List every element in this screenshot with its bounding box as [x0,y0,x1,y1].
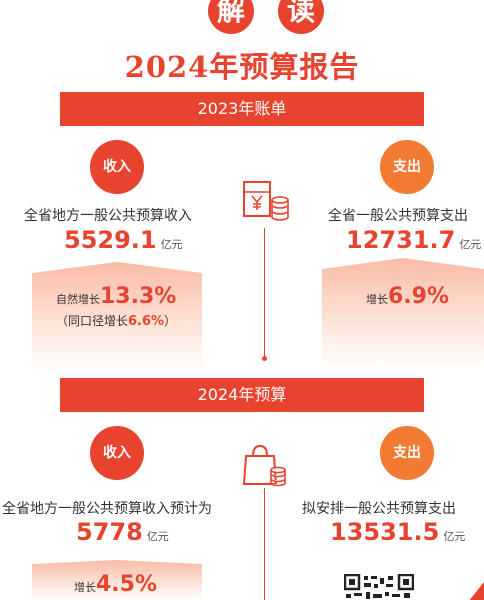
corner-decoration [460,562,484,600]
income-badge-2024: 收入 [90,426,144,480]
title-char-du: 读 [278,0,324,34]
section-bar-2024: 2024年预算 [60,378,424,412]
income-growth-panel-2023 [32,262,202,372]
income-label-2024: 全省地方一般公共预算收入预计为 [2,501,212,517]
expense-badge-2023: 支出 [380,140,434,194]
bill-coins-icon [243,181,289,221]
income-growth-value-2023: 13.3% [100,284,177,309]
expense-unit-2023: 亿元 [459,238,482,251]
income-growth-prefix-2023: 自然增长 [56,293,100,306]
income-note-prefix-2023: （同口径增长 [56,314,129,328]
expense-number-2024: 13531.5 [330,518,440,546]
income-value-2024: 5778 亿元 [76,518,169,546]
expense-value-2023: 12731.7 亿元 [346,226,481,254]
expense-label-2024: 拟安排一般公共预算支出 [302,501,456,517]
income-note-value-2023: 6.6% [128,314,165,329]
expense-label-2023: 全省一般公共预算支出 [328,208,468,224]
income-unit-2024: 亿元 [146,530,169,543]
page-title: 2024年预算报告 [124,50,360,84]
divider-line-top [264,228,265,358]
qr-code-icon [344,574,414,600]
income-number-2023: 5529.1 [64,226,157,254]
expense-badge-2024: 支出 [380,426,434,480]
income-growth-prefix-2024: 增长 [74,581,96,594]
expense-growth-value-2023: 6.9% [388,284,450,309]
income-growth-2023: 自然增长13.3% [56,284,176,309]
expense-unit-2024: 亿元 [443,530,466,543]
expense-growth-panel-2023 [322,258,484,368]
income-label-2023: 全省地方一般公共预算收入 [24,208,192,224]
expense-growth-2023: 增长6.9% [366,284,449,309]
divider-dot [262,356,267,361]
expense-value-2024: 13531.5 亿元 [330,518,465,546]
income-unit-2023: 亿元 [160,238,183,251]
income-growth-value-2024: 4.5% [96,572,158,597]
section-bar-2023: 2023年账单 [60,92,424,126]
header-title-chars: 解 读 [0,0,484,36]
income-badge-2023: 收入 [90,140,144,194]
expense-growth-prefix-2023: 增长 [366,293,388,306]
income-value-2023: 5529.1 亿元 [64,226,183,254]
income-subnote-2023: （同口径增长6.6%） [56,312,176,329]
income-number-2024: 5778 [76,518,143,546]
income-note-suffix-2023: ） [164,314,177,328]
income-growth-panel-2024 [32,560,202,600]
expense-number-2023: 12731.7 [346,226,456,254]
income-growth-2024: 增长4.5% [74,572,157,597]
shopping-bag-coins-icon [242,444,286,487]
divider-line-bottom [264,488,265,600]
title-char-jie: 解 [208,0,254,34]
